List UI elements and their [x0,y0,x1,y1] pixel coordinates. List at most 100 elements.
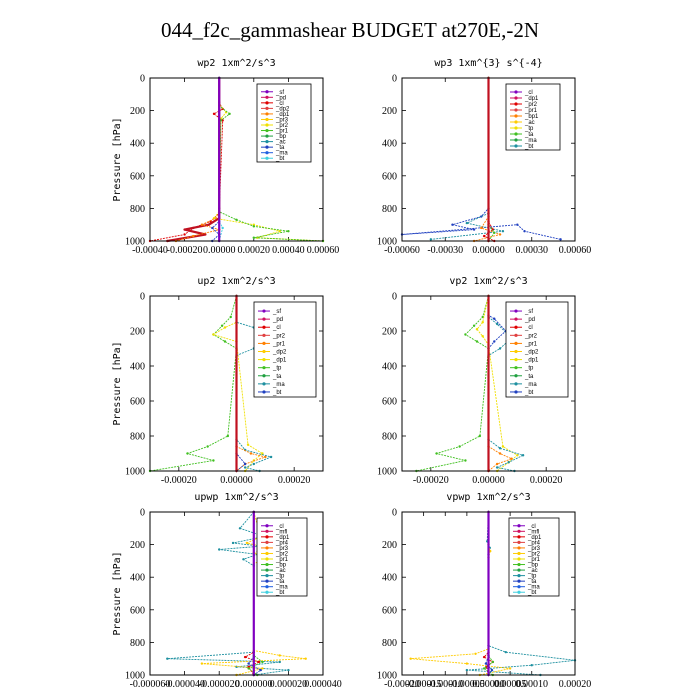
y-tick-label: 200 [382,106,397,117]
data-point [495,466,499,469]
legend-label: _tp [275,574,285,580]
data-point [475,340,479,343]
legend-label: _cl [524,325,533,331]
legend-label: _ta [272,374,282,380]
data-point [245,541,249,545]
y-tick-label: 400 [382,362,397,373]
x-tick-label: 0.00060 [559,245,592,256]
legend-marker [262,390,266,394]
y-tick-label: 1000 [377,671,397,682]
legend-marker [265,134,269,138]
legend-marker [265,529,269,533]
data-point [226,434,230,438]
data-point [493,317,496,320]
legend-marker [514,102,518,106]
legend-label: _cl [275,101,284,107]
legend-marker [517,585,521,589]
legend-label: _mfl [275,529,287,535]
plot-frame [149,511,324,676]
data-point [480,226,483,230]
x-tick-label: 0.00000 [203,245,236,256]
legend-label: _dp2 [524,350,539,356]
legend-label: _dp1 [524,358,539,364]
data-point [221,119,224,122]
y-tick-label: 400 [130,139,145,150]
series-line [410,512,511,676]
legend-label: _pd [272,317,283,323]
data-point [264,455,267,459]
x-tick-label: 0.00010 [516,679,549,690]
data-point [221,226,224,230]
x-tick-label: 0.00030 [516,245,549,256]
panel-title: upwp 1xm^2/s^3 [194,492,278,503]
data-point [458,445,461,448]
legend-marker [517,568,521,572]
legend-marker [514,382,518,386]
legend-label: _pr4 [527,540,541,546]
x-tick-label: -0.00030 [427,245,463,256]
legend-label: _pr1 [527,557,541,563]
legend-marker [265,145,269,149]
plot-frame [401,295,576,472]
data-point [212,459,215,462]
y-tick-label: 1000 [125,467,145,478]
legend-label: _bp [527,563,539,569]
legend-marker [265,585,269,589]
series-line [211,78,220,242]
legend-marker [262,382,266,386]
legend-marker [517,562,521,567]
series-line [175,78,221,242]
panel-title: up2 1xm^2/s^3 [197,276,275,287]
y-tick-label: 1000 [377,237,397,248]
y-tick-label: 800 [130,432,145,443]
y-tick-label: 800 [130,204,145,215]
legend-marker [514,390,518,394]
x-tick-label: -0.00060 [384,245,420,256]
x-tick-label: 0.00000 [220,475,253,486]
legend-label: _pr2 [524,102,538,108]
legend-label: _ta [524,374,534,380]
plot-frame [149,77,324,242]
x-tick-label: -0.00005 [449,679,485,690]
data-point [207,223,211,226]
legend-marker [517,551,521,556]
data-point [257,660,261,664]
legend-label: _pr3 [275,117,289,123]
x-tick-label: 0.00000 [472,475,505,486]
legend-label: _bp [275,134,287,140]
legend-marker [262,349,266,354]
x-tick-label: -0.000040 [164,679,205,690]
legend-label: _bp1 [524,114,539,120]
data-point [409,657,412,660]
legend-marker [262,317,266,321]
legend-label: _dp1 [527,535,542,541]
legend-marker [265,106,269,110]
legend-marker [514,126,518,130]
data-point [498,347,502,350]
x-tick-label: -0.000060 [130,679,171,690]
panel-title: wp3 1xm^{3} s^{-4} [434,58,542,69]
data-point [559,238,562,241]
legend-label: _sf [272,309,281,315]
legend-label: _dp2 [275,106,290,112]
data-point [481,321,484,324]
legend-marker [514,341,518,346]
legend-marker [514,309,518,313]
data-point [498,447,502,450]
plot-frame [401,77,576,242]
x-tick-label: -0.00015 [406,679,442,690]
series-line [473,78,502,242]
data-point [252,236,255,239]
y-tick-label: 0 [392,508,397,519]
x-tick-label: 0.000000 [235,679,273,690]
legend-marker [265,156,269,160]
data-point [465,221,469,225]
x-tick-label: 0.00040 [272,245,305,256]
y-tick-label: 800 [382,204,397,215]
data-point [516,223,519,226]
legend-marker [265,551,269,556]
x-tick-label: -0.00020 [161,475,197,486]
series-line [488,296,513,472]
x-tick-label: 0.00020 [530,475,563,486]
y-tick-label: 200 [130,540,145,551]
